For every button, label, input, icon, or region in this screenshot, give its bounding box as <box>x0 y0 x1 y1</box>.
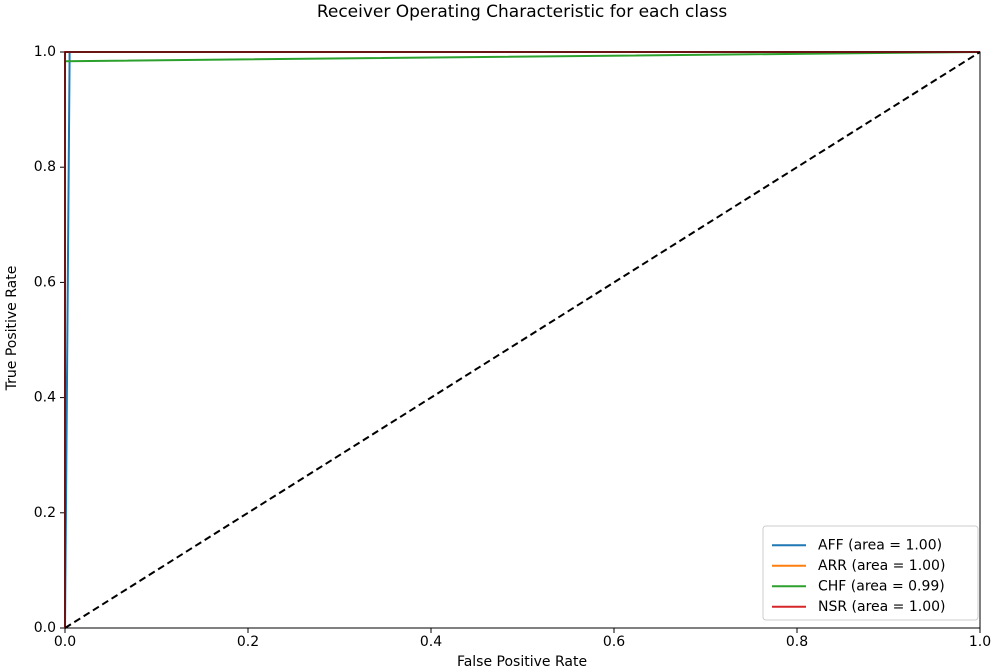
legend-label: NSR (area = 1.00) <box>818 599 945 615</box>
x-tick-label: 0.8 <box>786 634 808 650</box>
legend-label: CHF (area = 0.99) <box>818 578 945 594</box>
legend-label: ARR (area = 1.00) <box>818 558 945 574</box>
x-tick-label: 0.6 <box>603 634 625 650</box>
plot-frame <box>64 51 981 629</box>
x-tick-label: 0.2 <box>237 634 259 650</box>
y-tick-label: 0.6 <box>34 274 56 290</box>
chart-title: Receiver Operating Characteristic for ea… <box>317 2 728 22</box>
y-tick-label: 0.2 <box>34 505 56 521</box>
y-axis-label: True Positive Rate <box>4 266 20 392</box>
y-tick-label: 0.4 <box>34 390 56 406</box>
y-tick-label: 1.0 <box>34 44 56 60</box>
y-tick-label: 0.0 <box>34 620 56 636</box>
x-tick-label: 0.0 <box>54 634 76 650</box>
x-tick-label: 1.0 <box>969 634 991 650</box>
legend: AFF (area = 1.00) ARR (area = 1.00) CHF (a… <box>762 525 979 621</box>
x-axis-label: False Positive Rate <box>457 654 587 670</box>
legend-label: AFF (area = 1.00) <box>818 537 942 553</box>
y-tick-label: 0.8 <box>34 159 56 175</box>
legend-box <box>762 525 979 621</box>
reference-line <box>64 51 981 629</box>
x-tick-label: 0.4 <box>420 634 442 650</box>
